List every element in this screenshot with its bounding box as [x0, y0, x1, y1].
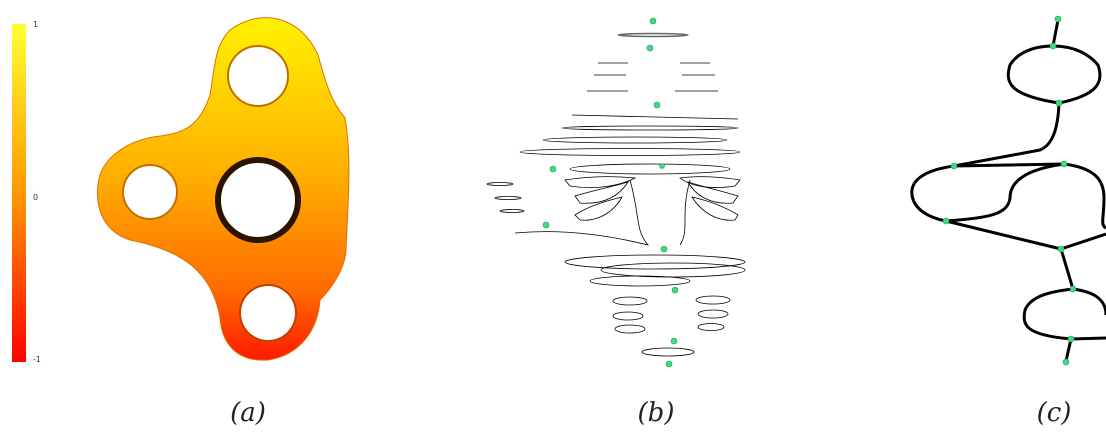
- graph-node: [1054, 15, 1062, 23]
- critical-point: [671, 286, 679, 294]
- critical-point: [659, 163, 665, 169]
- colorbar-tick-mid: 0: [33, 193, 39, 202]
- panel-c-nodes: [942, 15, 1077, 366]
- panel-b-contours: [486, 32, 746, 357]
- critical-point: [653, 101, 661, 109]
- graph-node: [1069, 285, 1077, 293]
- colorbar-tick-min: -1: [33, 355, 41, 364]
- caption-a: (a): [230, 398, 266, 428]
- mesh-hole-bottom: [239, 284, 297, 342]
- critical-point: [549, 165, 557, 173]
- graph-node: [1060, 160, 1068, 168]
- mesh-hole-left: [122, 164, 178, 220]
- graph-node: [1062, 358, 1070, 366]
- colorbar: [12, 24, 26, 362]
- mesh-hole-top: [227, 45, 289, 107]
- caption-c: (c): [1036, 398, 1072, 428]
- critical-point: [670, 337, 678, 345]
- graph-node: [1067, 335, 1075, 343]
- panel-b-nodes: [542, 17, 679, 368]
- panel-c-graph: [910, 19, 1106, 362]
- caption-b: (b): [637, 398, 675, 428]
- graph-node: [1049, 42, 1057, 50]
- graph-node: [1055, 99, 1063, 107]
- critical-point: [660, 245, 668, 253]
- critical-point: [542, 221, 550, 229]
- graph-node: [950, 162, 958, 170]
- graph-node: [1057, 245, 1065, 253]
- colorbar-tick-max: 1: [33, 20, 39, 29]
- mesh-hole-center: [215, 157, 301, 243]
- critical-point: [646, 44, 654, 52]
- critical-point: [665, 360, 673, 368]
- graph-node: [942, 217, 950, 225]
- critical-point: [649, 17, 657, 25]
- panel-a-mesh: [96, 17, 350, 361]
